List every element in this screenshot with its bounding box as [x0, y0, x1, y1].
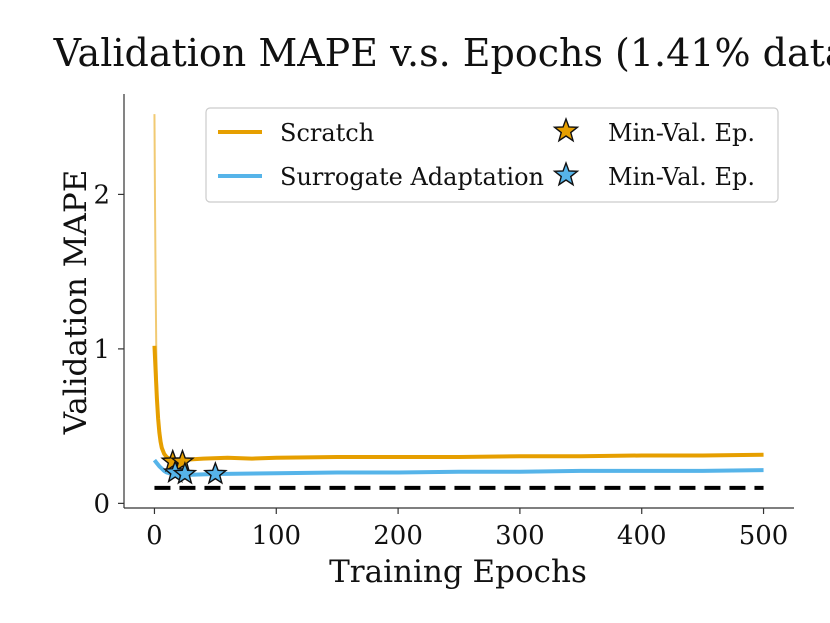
y-axis-label: Validation MAPE — [58, 170, 94, 436]
y-ticks: 0 1 2 — [93, 180, 124, 519]
chart-title: Validation MAPE v.s. Epochs (1.41% data) — [53, 31, 830, 75]
legend: Scratch Surrogate Adaptation Min-Val. Ep… — [205, 107, 779, 203]
legend-label-minval-scratch: Min-Val. Ep. — [608, 119, 755, 147]
min-val-star-icon — [172, 460, 198, 485]
x-tick-label: 200 — [373, 521, 423, 551]
x-tick-label: 100 — [251, 521, 301, 551]
x-tick-label: 300 — [495, 521, 545, 551]
y-tick-label: 1 — [93, 335, 110, 365]
min-val-star-icon — [202, 461, 228, 485]
legend-star-icon-surrogate — [552, 160, 580, 187]
legend-label-minval-surrogate: Min-Val. Ep. — [608, 163, 755, 191]
legend-box — [205, 107, 779, 203]
series-line-scratch — [152, 345, 764, 463]
y-tick-label: 2 — [93, 180, 110, 210]
x-tick-label: 0 — [146, 521, 163, 551]
x-ticks: 0 100 200 300 400 500 — [146, 508, 788, 551]
min-val-markers — [160, 448, 228, 485]
legend-star-icon-scratch — [552, 116, 580, 143]
x-tick-label: 400 — [617, 521, 667, 551]
x-axis-label: Training Epochs — [329, 554, 587, 590]
legend-label-surrogate: Surrogate Adaptation — [280, 163, 544, 191]
legend-label-scratch: Scratch — [280, 119, 374, 147]
y-tick-label: 0 — [93, 489, 110, 519]
min-val-star-icon — [170, 448, 195, 473]
series-line-surrogate-adaptation — [152, 458, 764, 477]
plot-area: 0 100 200 300 400 500 0 1 2 — [93, 94, 794, 551]
x-tick-label: 500 — [739, 521, 789, 551]
